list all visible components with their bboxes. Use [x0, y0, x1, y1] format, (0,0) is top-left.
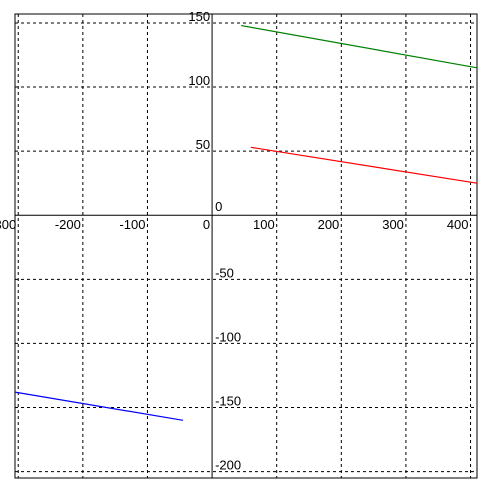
x-tick-label: 0 — [203, 217, 210, 232]
x-tick-label: -100 — [119, 217, 145, 232]
x-tick-label: 200 — [318, 217, 340, 232]
x-tick-label: -200 — [55, 217, 81, 232]
y-tick-label: 100 — [188, 73, 210, 88]
x-tick-label: 100 — [253, 217, 275, 232]
series-lines — [14, 24, 478, 421]
y-tick-label: 150 — [188, 9, 210, 24]
series-line-2 — [250, 146, 478, 184]
series-line-3 — [14, 391, 184, 421]
y-tick-label: -50 — [215, 265, 234, 280]
y-tick-label: 0 — [215, 199, 222, 214]
series-line-1 — [241, 24, 478, 69]
y-tick-label: -150 — [215, 394, 241, 409]
axes — [15, 14, 477, 478]
y-tick-label: -100 — [215, 329, 241, 344]
y-tick-label: -200 — [215, 458, 241, 473]
x-tick-label: 400 — [447, 217, 469, 232]
x-tick-label: 300 — [382, 217, 404, 232]
plot-frame — [14, 13, 478, 479]
tick-labels: -300 -200 -100 0 100 200 300 400 -200 -150 -100 -50… — [0, 9, 469, 473]
y-tick-label: 50 — [196, 137, 210, 152]
grid-lines — [15, 14, 477, 478]
x-tick-label: -300 — [0, 217, 16, 232]
